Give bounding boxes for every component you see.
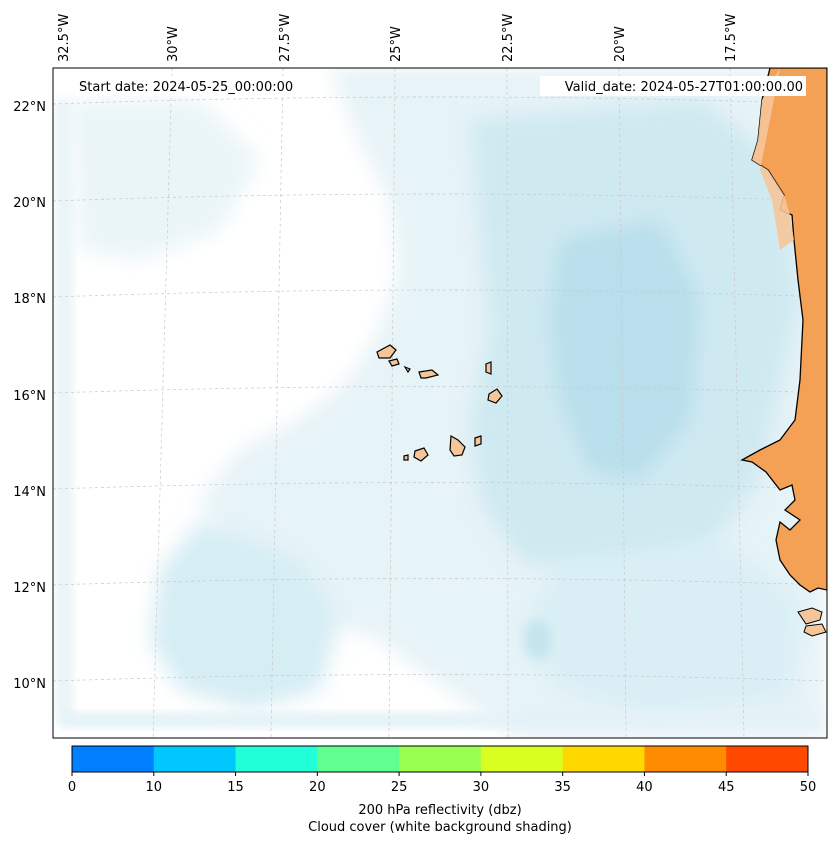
colorbar-frame <box>71 745 809 773</box>
lon-label: 22.5°W <box>501 14 516 62</box>
colorbar-tick-label: 0 <box>68 780 76 795</box>
gridline-lat-18n <box>53 289 827 298</box>
lon-label: 30°W <box>166 26 181 62</box>
cloud-band-south <box>150 520 340 710</box>
colorbar: 0 10 15 20 25 30 35 40 45 50 200 hPa reflectivity… <box>68 745 816 835</box>
lat-label: 18°N <box>13 292 46 307</box>
island-sal <box>485 361 492 375</box>
lat-label: 12°N <box>13 581 46 596</box>
lon-label: 27.5°W <box>278 14 293 62</box>
gridline-lon-20w <box>618 68 627 738</box>
colorbar-tick-label: 35 <box>554 780 571 795</box>
africa-landmass <box>740 68 827 637</box>
gridline-lat-22n <box>53 96 827 105</box>
cloud-band-dark <box>550 220 700 480</box>
lat-label: 10°N <box>13 677 46 692</box>
colorbar-bin <box>399 746 482 772</box>
lat-label: 16°N <box>13 389 46 404</box>
gridline-lon-22-5w <box>506 68 509 738</box>
colorbar-bin <box>235 746 318 772</box>
cape-verde-islands <box>376 344 503 462</box>
colorbar-bin <box>72 746 155 772</box>
island-fogo <box>413 447 429 462</box>
colorbar-tick-label: 30 <box>473 780 490 795</box>
colorbar-tick-label: 15 <box>227 780 244 795</box>
gridline-lat-12n <box>53 578 827 586</box>
start-date-label: Start date: 2024-05-25_00:00:00 <box>79 80 293 95</box>
longitude-labels: 32.5°W 30°W 27.5°W 25°W 22.5°W 20°W 17.5… <box>57 14 739 62</box>
valid-date-label: Valid_date: 2024-05-27T01:00:00.00 <box>565 80 803 95</box>
cloud-south-edge <box>60 712 820 728</box>
map-area <box>53 68 827 738</box>
island-santo-antao <box>376 344 397 359</box>
lon-label: 17.5°W <box>724 14 739 62</box>
gridline-lat-20n <box>53 193 827 202</box>
cloud-band-southeast <box>520 540 800 715</box>
colorbar-label-line2: Cloud cover (white background shading) <box>308 820 572 835</box>
cloud-west-edge <box>55 100 73 720</box>
colorbar-tick-label: 25 <box>391 780 408 795</box>
start-date-box <box>75 76 311 96</box>
gridline-lon-25w <box>388 68 396 738</box>
lat-label: 14°N <box>13 485 46 500</box>
cloud-blob <box>524 620 552 660</box>
island-maio <box>474 435 482 447</box>
graticule <box>53 68 827 738</box>
lon-label: 20°W <box>613 26 628 62</box>
gridline-lon-30w <box>152 68 173 738</box>
cloud-northwest <box>70 100 260 260</box>
colorbar-tick-label: 50 <box>800 780 817 795</box>
island-santa-luzia <box>403 365 411 374</box>
africa-land-pale <box>752 68 794 250</box>
cloud-cover-shading <box>55 68 827 738</box>
colorbar-bin <box>726 746 809 772</box>
colorbar-tick-label: 40 <box>636 780 653 795</box>
guinea-coast-islands <box>797 607 827 637</box>
colorbar-tick-label: 10 <box>146 780 163 795</box>
island-sao-vicente <box>388 358 400 367</box>
lon-label: 32.5°W <box>57 14 72 62</box>
lon-label: 25°W <box>389 26 404 62</box>
gridline-lon-17-5w <box>729 68 745 738</box>
island-boa-vista <box>487 388 503 404</box>
colorbar-bin <box>317 746 400 772</box>
island-brava <box>403 454 409 461</box>
lat-label: 22°N <box>13 100 46 115</box>
map-frame <box>52 67 828 739</box>
colorbar-bins <box>72 746 809 772</box>
colorbar-tick-label: 20 <box>309 780 326 795</box>
gridline-lat-10n <box>53 674 827 682</box>
colorbar-bin <box>562 746 645 772</box>
colorbar-label-line1: 200 hPa reflectivity (dbz) <box>358 803 521 818</box>
latitude-labels: 22°N 20°N 18°N 16°N 14°N 12°N 10°N <box>13 100 46 692</box>
gridline-lat-14n <box>53 482 827 490</box>
colorbar-bin <box>153 746 237 772</box>
colorbar-tick-label: 45 <box>718 780 735 795</box>
colorbar-bin <box>644 746 727 772</box>
colorbar-bin <box>480 746 564 772</box>
colorbar-ticks: 0 10 15 20 25 30 35 40 45 50 <box>68 772 816 795</box>
island-sao-nicolau <box>418 369 440 379</box>
gridline-lat-16n <box>53 386 827 394</box>
gridline-lon-27-5w <box>270 68 284 738</box>
valid-date-box <box>540 76 806 96</box>
island-santiago <box>449 435 466 457</box>
lat-label: 20°N <box>13 196 46 211</box>
